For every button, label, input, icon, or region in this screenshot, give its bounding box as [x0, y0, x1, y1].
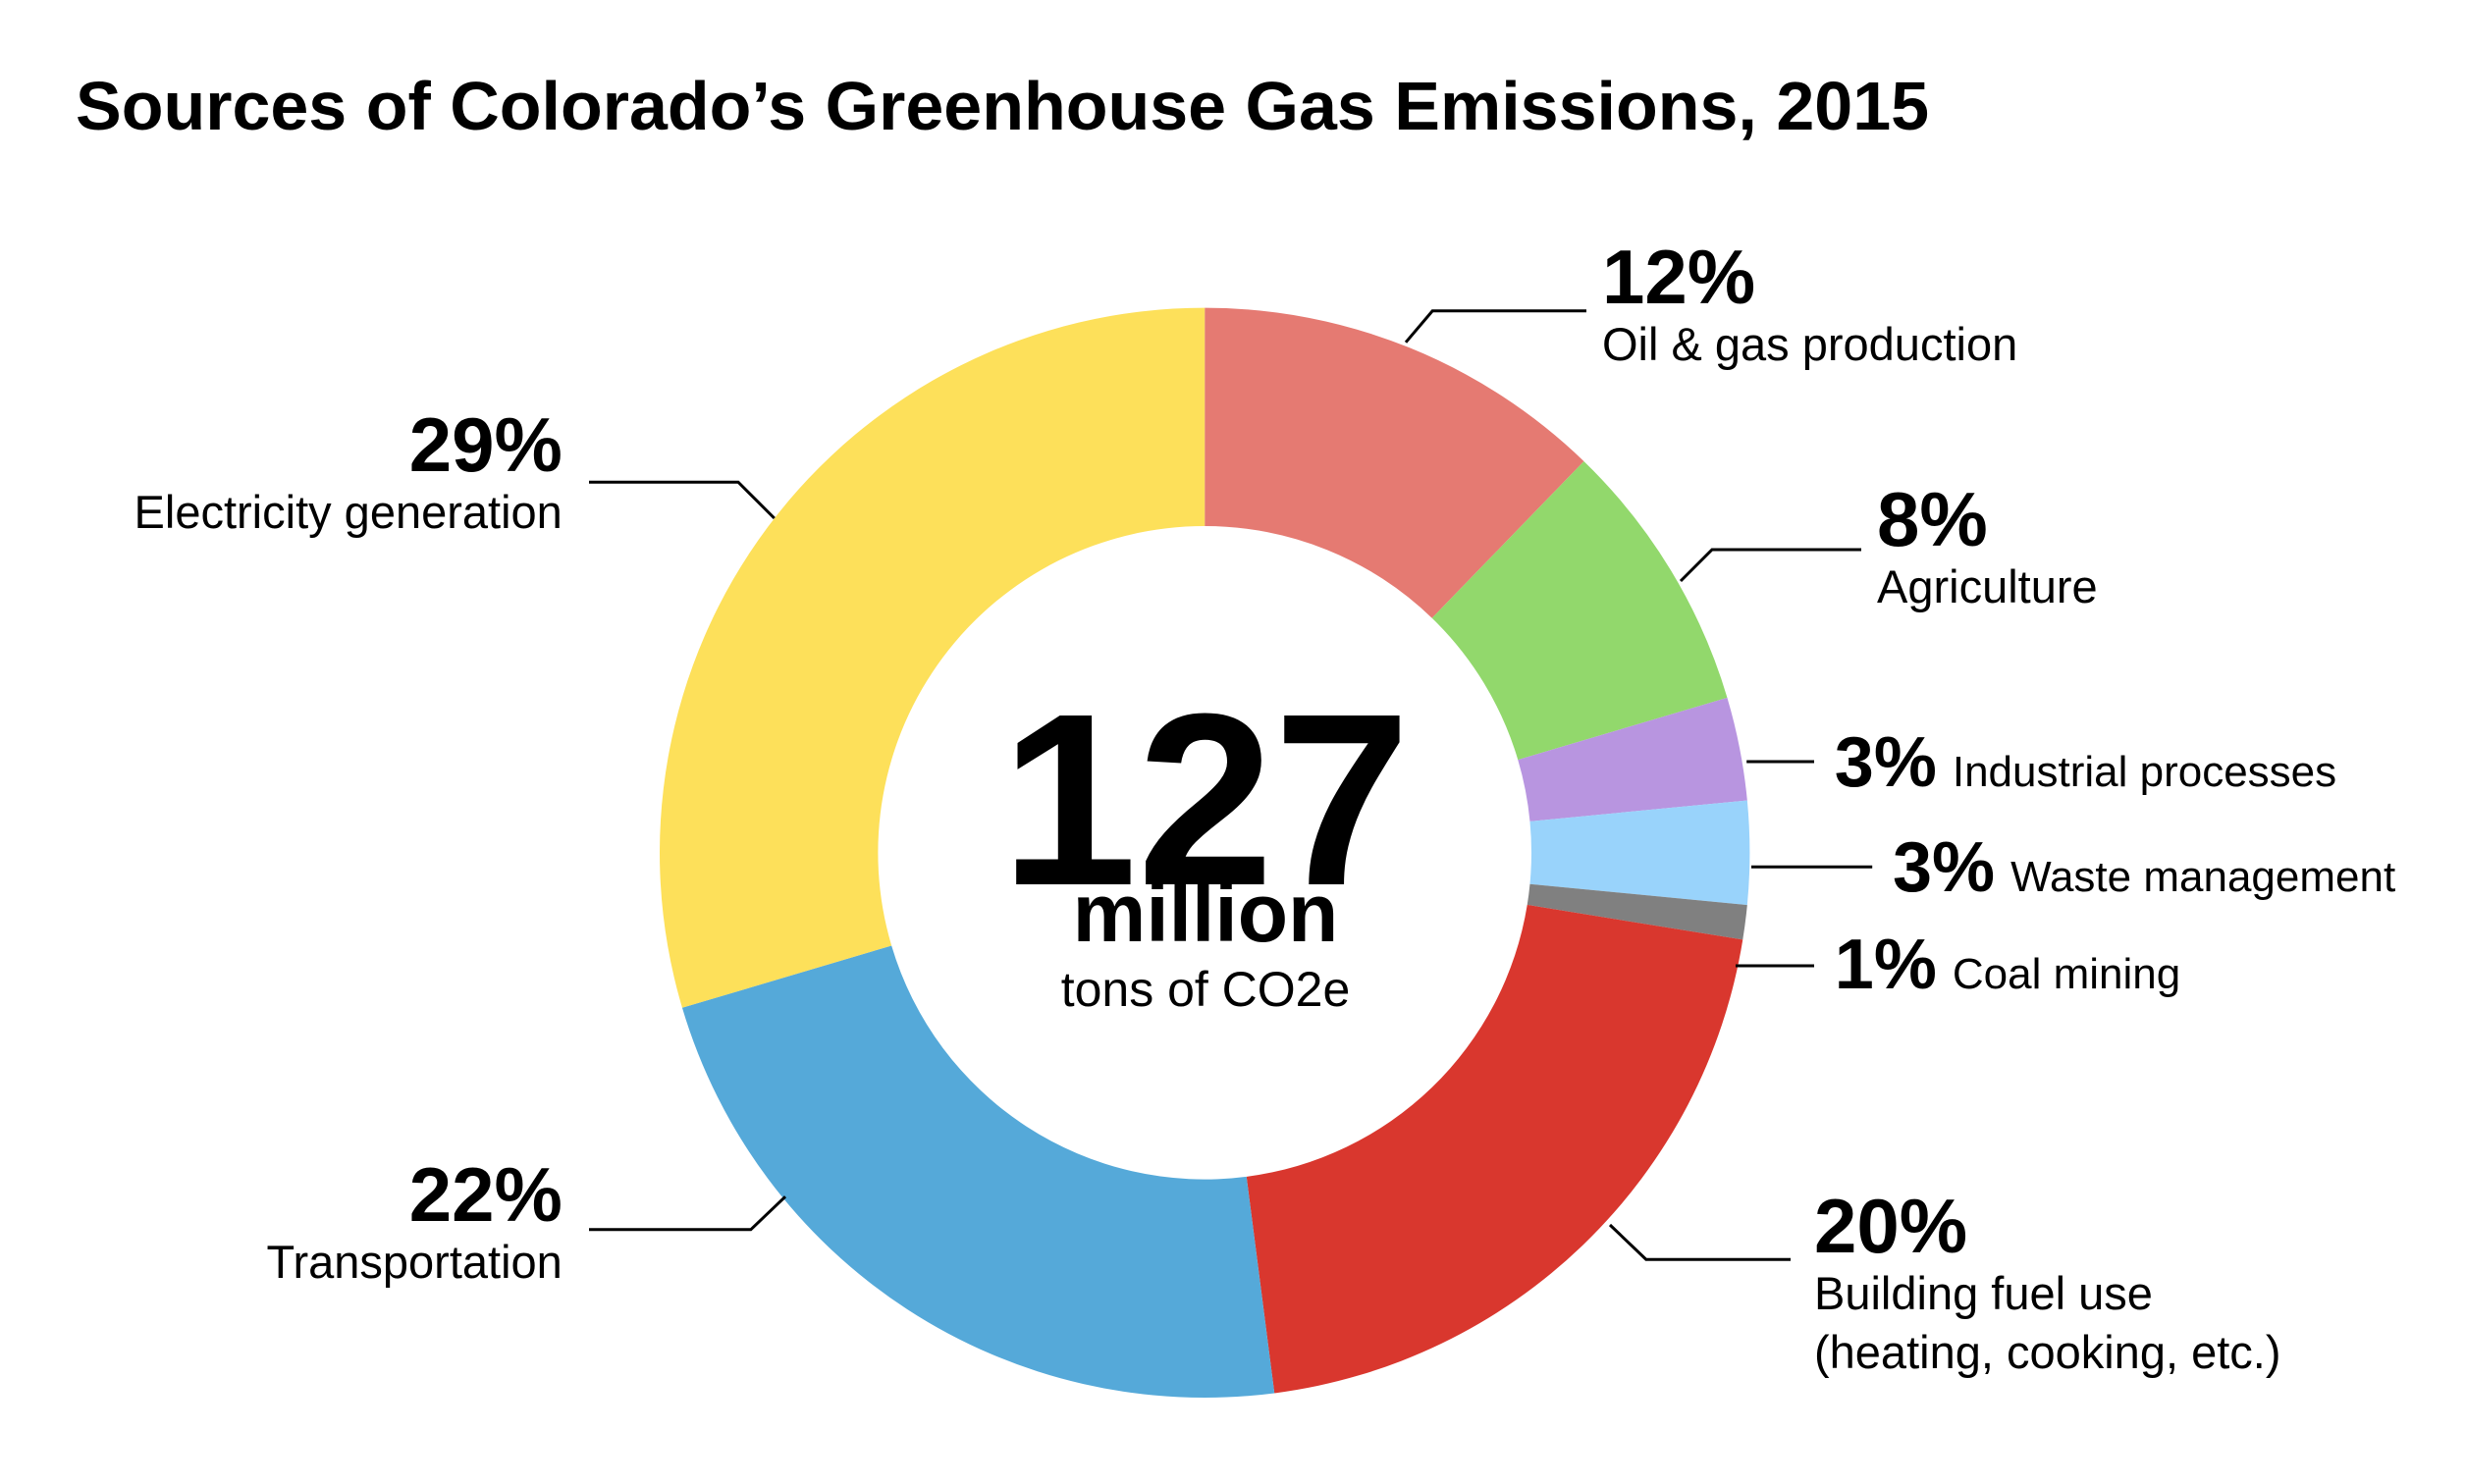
- value-label: 1%: [1834, 926, 1937, 1005]
- leader-line: [1608, 1223, 1791, 1261]
- leader-line: [1679, 548, 1861, 583]
- segment-label: 22% Transportation: [267, 1156, 563, 1292]
- donut-segment: [1527, 883, 1747, 940]
- category-label: Transportation: [266, 1235, 563, 1288]
- segment-label: 3% Waste management: [1893, 832, 2395, 905]
- segment-label: 12% Oil & gas production: [1602, 238, 2017, 374]
- leader-line: [1404, 309, 1586, 344]
- segment-label: 8% Agriculture: [1877, 481, 2098, 616]
- leader-line: [589, 1195, 787, 1232]
- value-label: 3%: [1834, 722, 1937, 802]
- segment-label: 1% Coal mining: [1835, 929, 2180, 1002]
- value-label: 22%: [408, 1150, 563, 1238]
- leader-line: [589, 480, 776, 520]
- segment-label: 20% Building fuel use (heating, cooking, …: [1814, 1188, 2281, 1382]
- category-label: Waste management: [2010, 853, 2396, 901]
- donut-segment: [1529, 800, 1750, 906]
- segment-label: 29% Electricity generation: [134, 406, 563, 542]
- category-label: Oil & gas production: [1602, 318, 2018, 371]
- value-label: 3%: [1893, 828, 1996, 907]
- chart-title: Sources of Colorado’s Greenhouse Gas Emi…: [76, 68, 1930, 144]
- donut-segment: [660, 307, 1206, 1008]
- value-label: 29%: [408, 401, 563, 489]
- value-label: 20%: [1814, 1182, 1968, 1269]
- value-label: 8%: [1877, 475, 1988, 562]
- center-value: 127: [1000, 662, 1411, 936]
- donut-segment: [1205, 307, 1584, 618]
- donut-segment: [681, 945, 1275, 1398]
- category-label: Agriculture: [1877, 559, 2098, 612]
- donut-segment: [1431, 460, 1728, 761]
- category-label: Building fuel use (heating, cooking, etc…: [1814, 1266, 2281, 1378]
- segment-label: 3% Industrial processes: [1835, 727, 2336, 800]
- donut-segment: [1518, 697, 1747, 822]
- category-label: Industrial processes: [1952, 747, 2337, 796]
- center-note: tons of CO2e: [1060, 962, 1351, 1017]
- category-label: Electricity generation: [134, 486, 563, 539]
- center-unit: million: [1072, 867, 1339, 959]
- value-label: 12%: [1602, 234, 1756, 321]
- category-label: Coal mining: [1952, 950, 2181, 999]
- donut-segment: [1246, 904, 1743, 1394]
